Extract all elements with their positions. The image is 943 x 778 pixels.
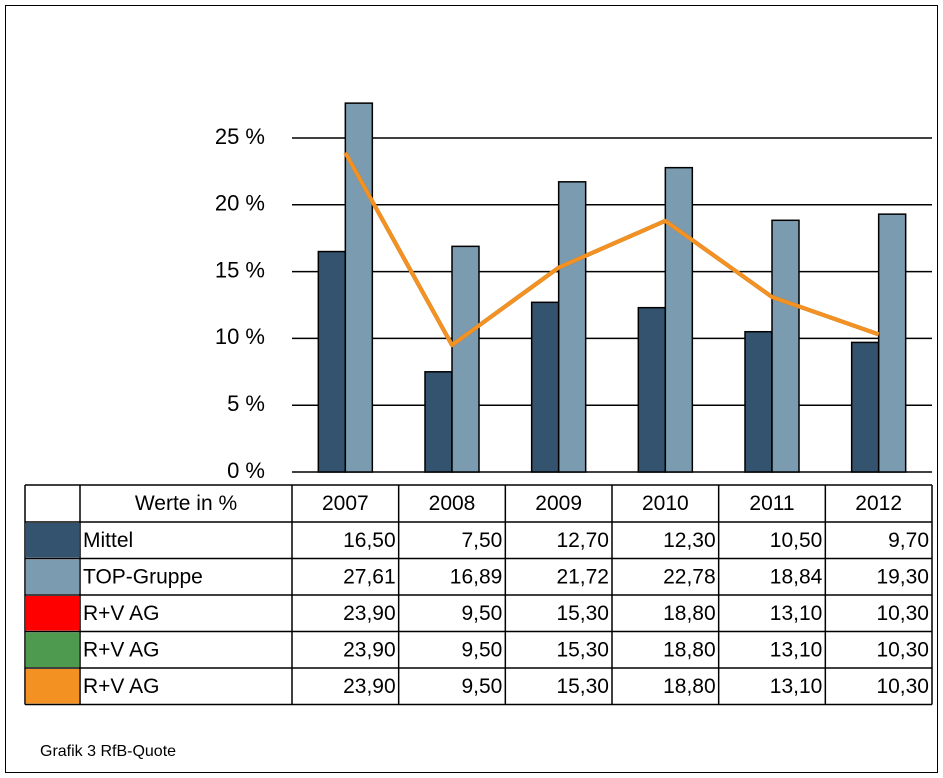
data-label: 18,84 [770, 565, 823, 588]
bar [637, 306, 667, 473]
x-tick-label: 2009 [535, 492, 582, 515]
data-label: 13,10 [770, 675, 823, 698]
data-label: 15,30 [556, 602, 609, 625]
legend-label: R+V AG [83, 602, 159, 625]
legend-swatch [26, 596, 79, 631]
data-label: 16,50 [343, 529, 396, 552]
bar [530, 301, 560, 473]
data-label: 10,30 [876, 638, 929, 661]
legend-label: TOP-Gruppe [83, 565, 203, 588]
legend-swatch [26, 523, 79, 558]
y-tick-label: 5 % [227, 391, 265, 416]
legend-swatch [26, 632, 79, 667]
data-label: 19,30 [876, 565, 929, 588]
data-label: 9,50 [461, 675, 502, 698]
y-tick-label: 15 % [215, 257, 265, 282]
data-label: 15,30 [556, 638, 609, 661]
data-label: 22,78 [663, 565, 716, 588]
legend-swatch [26, 669, 79, 704]
data-label: 27,61 [343, 565, 396, 588]
y-tick-label: 25 % [215, 124, 265, 149]
data-label: 12,70 [556, 529, 609, 552]
data-label: 7,50 [461, 529, 502, 552]
caption: Grafik 3 RfB-Quote [40, 743, 176, 760]
y-tick-label: 10 % [215, 324, 265, 349]
legend-swatch [26, 559, 79, 594]
data-label: 23,90 [343, 602, 396, 625]
bar [850, 341, 880, 473]
data-label: 21,72 [556, 565, 609, 588]
data-label: 10,30 [876, 602, 929, 625]
bar [451, 245, 480, 473]
table-header: Werte in % [135, 492, 237, 515]
y-tick-label: 0 % [227, 458, 265, 483]
data-label: 23,90 [343, 638, 396, 661]
x-tick-label: 2007 [322, 492, 369, 515]
x-tick-label: 2011 [749, 492, 794, 515]
data-label: 9,70 [888, 529, 929, 552]
y-tick-label: 20 % [215, 191, 265, 216]
x-tick-label: 2012 [855, 492, 902, 515]
legend-label: Mittel [83, 529, 133, 552]
line [343, 151, 880, 348]
x-tick-label: 2010 [642, 492, 689, 515]
data-label: 18,80 [663, 638, 716, 661]
data-label: 9,50 [461, 638, 502, 661]
bar [664, 166, 694, 473]
data-label: 10,50 [770, 529, 823, 552]
legend-label: R+V AG [83, 675, 159, 698]
bar [771, 219, 800, 473]
data-label: 18,80 [663, 675, 716, 698]
bar [557, 181, 587, 473]
bar [744, 330, 773, 473]
bar [344, 102, 374, 473]
data-label: 13,10 [770, 602, 823, 625]
x-tick-label: 2008 [429, 492, 476, 515]
bar [877, 213, 907, 473]
data-label: 12,30 [663, 529, 716, 552]
data-label: 13,10 [770, 638, 823, 661]
data-label: 15,30 [556, 675, 609, 698]
data-label: 18,80 [663, 602, 716, 625]
bar [424, 371, 453, 473]
data-label: 16,89 [450, 565, 503, 588]
data-label: 23,90 [343, 675, 396, 698]
data-label: 9,50 [461, 602, 502, 625]
data-label: 10,30 [876, 675, 929, 698]
bar [317, 250, 347, 473]
legend-label: R+V AG [83, 638, 159, 661]
